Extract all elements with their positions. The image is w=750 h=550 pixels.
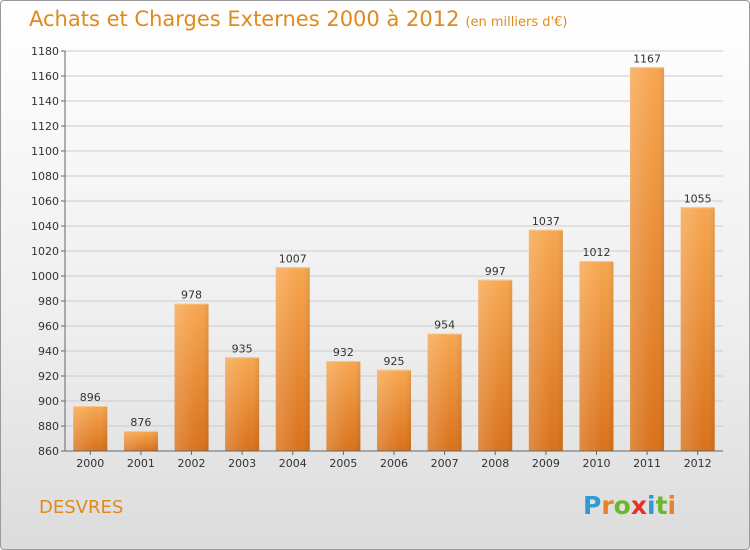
y-tick-label: 960 (38, 320, 59, 333)
labels: 860 880 900 920 940 960 980 1000 1020 1040 1060 108… (31, 45, 712, 470)
bar-shade-2004 (275, 267, 310, 451)
value-label-2012: 1055 (684, 192, 712, 205)
y-tick-label: 1020 (31, 245, 59, 258)
y-tick-label: 1060 (31, 195, 59, 208)
logo-letter: t (655, 491, 668, 520)
bar-shade-2011 (630, 67, 665, 451)
value-label-2003: 935 (232, 342, 253, 355)
value-label-2005: 932 (333, 346, 354, 359)
x-tick-label-2007: 2007 (431, 457, 459, 470)
y-tick-label: 1080 (31, 170, 59, 183)
bar-shade-2012 (680, 207, 715, 451)
y-tick-label: 1160 (31, 70, 59, 83)
bar-shade-2006 (377, 369, 411, 451)
y-tick-label: 860 (38, 445, 59, 458)
value-label-2001: 876 (130, 416, 151, 429)
y-tick-label: 900 (38, 395, 59, 408)
x-tick-label-2006: 2006 (380, 457, 408, 470)
x-tick-label-2010: 2010 (582, 457, 610, 470)
x-tick-label-2009: 2009 (532, 457, 560, 470)
logo-letter: x (630, 491, 647, 520)
x-tick-label-2003: 2003 (228, 457, 256, 470)
y-tick-label: 980 (38, 295, 59, 308)
logo-letter: r (601, 491, 614, 520)
logo-letter: P (583, 491, 602, 520)
x-tick-label-2001: 2001 (127, 457, 155, 470)
value-label-2006: 925 (384, 355, 405, 368)
value-label-2010: 1012 (582, 246, 610, 259)
location-label: DESVRES (39, 497, 124, 518)
y-tick-label: 1180 (31, 45, 59, 58)
bars (73, 67, 715, 451)
y-tick-label: 940 (38, 345, 59, 358)
bar-shade-2007 (427, 333, 462, 451)
logo-letter: o (613, 491, 631, 520)
value-label-2009: 1037 (532, 215, 560, 228)
axes (61, 50, 723, 455)
y-tick-label: 1000 (31, 270, 59, 283)
y-tick-label: 880 (38, 420, 59, 433)
value-label-2011: 1167 (633, 52, 661, 65)
chart-title: Achats et Charges Externes 2000 à 2012 (e… (29, 7, 567, 31)
value-label-2004: 1007 (279, 252, 307, 265)
bar-shade-2008 (478, 279, 513, 451)
x-tick-label-2008: 2008 (481, 457, 509, 470)
logo-letter: i (647, 491, 656, 520)
bar-shade-2005 (326, 361, 361, 451)
x-tick-label-2004: 2004 (279, 457, 307, 470)
bar-shade-2001 (123, 431, 158, 451)
bar-shade-2009 (528, 229, 563, 451)
x-tick-label-2012: 2012 (684, 457, 712, 470)
value-label-2000: 896 (80, 391, 101, 404)
bar-shade-2002 (174, 303, 209, 451)
y-tick-label: 1100 (31, 145, 59, 158)
proxiti-logo: Proxiti (583, 491, 676, 520)
y-tick-label: 1140 (31, 95, 59, 108)
value-label-2002: 978 (181, 289, 202, 302)
value-label-2008: 997 (485, 265, 506, 278)
y-tick-label: 1120 (31, 120, 59, 133)
x-tick-label-2011: 2011 (633, 457, 661, 470)
bar-shade-2010 (579, 261, 614, 451)
x-tick-label-2000: 2000 (76, 457, 104, 470)
logo-letter: i (667, 491, 677, 520)
y-tick-label: 1040 (31, 220, 59, 233)
x-tick-label-2005: 2005 (329, 457, 357, 470)
chart-subtitle: (en milliers d'€) (465, 15, 568, 30)
bar-shade-2000 (73, 406, 108, 451)
value-label-2007: 954 (434, 319, 455, 332)
bar-shade-2003 (225, 357, 260, 451)
y-tick-label: 920 (38, 370, 59, 383)
chart-title-text: Achats et Charges Externes 2000 à 2012 (29, 7, 460, 31)
x-tick-label-2002: 2002 (178, 457, 206, 470)
